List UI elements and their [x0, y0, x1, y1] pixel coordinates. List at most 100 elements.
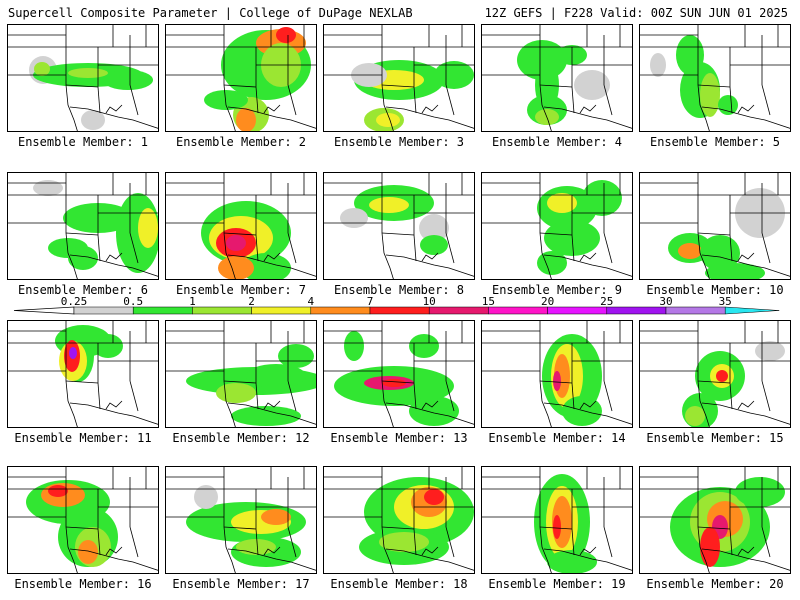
legend-tick-label: 20	[541, 296, 554, 308]
legend-tick-label: 30	[659, 296, 672, 308]
ensemble-member-label: Ensemble Member: 14	[488, 431, 626, 445]
legend-tick-label: 7	[367, 296, 374, 308]
legend-tick-label: 10	[423, 296, 436, 308]
boundary-line	[385, 106, 474, 129]
boundary-line	[421, 104, 439, 114]
boundary-line	[761, 232, 771, 264]
field-contour	[340, 208, 368, 228]
ensemble-member-label: Ensemble Member: 19	[488, 577, 626, 591]
ensemble-map-panel	[481, 172, 633, 280]
state-boundaries	[640, 467, 790, 573]
field-contour	[33, 180, 63, 196]
ensemble-member-label: Ensemble Member: 10	[646, 283, 784, 297]
ensemble-member-label: Ensemble Member: 1	[17, 135, 149, 149]
field-contour	[650, 53, 666, 77]
boundary-line	[697, 380, 731, 384]
field-contour	[705, 263, 765, 279]
ensemble-map	[8, 467, 158, 573]
state-boundaries	[482, 467, 632, 573]
state-boundaries	[324, 25, 474, 131]
field-contour	[716, 370, 728, 382]
boundary-line	[385, 548, 474, 571]
legend-tick-label: 15	[482, 296, 495, 308]
field-contour	[735, 477, 785, 507]
boundary-line	[129, 232, 139, 264]
field-contour	[547, 193, 577, 213]
ensemble-map-panel	[165, 172, 317, 280]
ensemble-map	[324, 321, 474, 427]
boundary-line	[223, 232, 236, 279]
field-contour	[103, 70, 153, 90]
field-contour	[537, 251, 567, 275]
ensemble-member-label: Ensemble Member: 2	[175, 135, 307, 149]
boundary-line	[697, 526, 731, 530]
ensemble-member-label: Ensemble Member: 4	[491, 135, 623, 149]
field-contour	[216, 383, 256, 403]
boundary-line	[579, 400, 597, 410]
legend-tick-label: 0.5	[123, 296, 143, 308]
ensemble-member-label: Ensemble Member: 3	[333, 135, 465, 149]
boundary-line	[69, 548, 158, 571]
ensemble-member-label: Ensemble Member: 15	[646, 431, 784, 445]
ensemble-map-panel	[481, 320, 633, 428]
boundary-line	[539, 380, 573, 384]
boundary-line	[445, 84, 455, 116]
field-contour	[68, 68, 108, 78]
legend-swatch	[488, 306, 548, 315]
legend-left-arrow	[13, 306, 75, 315]
ensemble-map	[482, 25, 632, 131]
field-contour	[261, 509, 291, 525]
boundary-line	[381, 232, 394, 279]
boundary-line	[65, 84, 99, 88]
boundary-line	[413, 382, 417, 410]
legend-right-arrow	[724, 306, 780, 315]
boundary-line	[737, 104, 755, 114]
ensemble-map	[482, 173, 632, 279]
boundary-line	[701, 548, 790, 571]
boundary-line	[227, 254, 316, 277]
boundary-line	[69, 254, 158, 277]
boundary-line	[539, 526, 573, 530]
boundary-line	[263, 104, 281, 114]
field-contour	[700, 73, 720, 117]
legend-swatch	[192, 306, 252, 315]
ensemble-map	[8, 25, 158, 131]
boundary-line	[539, 526, 552, 573]
field-contour	[138, 208, 158, 248]
boundary-line	[729, 234, 733, 262]
legend-tick-label: 25	[600, 296, 613, 308]
boundary-line	[223, 380, 236, 427]
ensemble-map-panel	[481, 24, 633, 132]
field-contour	[382, 379, 406, 387]
field-contour	[685, 406, 705, 426]
state-boundaries	[166, 467, 316, 573]
boundary-line	[697, 84, 710, 131]
boundary-line	[105, 546, 123, 556]
field-contour	[420, 235, 448, 255]
field-contour	[218, 256, 254, 279]
ensemble-member-label: Ensemble Member: 11	[14, 431, 152, 445]
state-boundaries	[8, 173, 158, 279]
state-boundaries	[640, 25, 790, 131]
ensemble-map-panel	[323, 24, 475, 132]
boundary-line	[65, 232, 99, 236]
field-contour	[700, 527, 720, 567]
parameter-field	[359, 477, 474, 565]
boundary-line	[381, 380, 415, 384]
field-contour	[344, 331, 364, 361]
boundary-line	[697, 232, 731, 236]
boundary-line	[255, 86, 259, 114]
field-contour	[755, 341, 785, 361]
boundary-line	[729, 382, 733, 410]
legend-tick-label: 1	[189, 296, 196, 308]
boundary-line	[69, 106, 158, 129]
parameter-field	[534, 474, 597, 573]
boundary-line	[97, 382, 101, 410]
state-boundaries	[324, 467, 474, 573]
boundary-line	[571, 86, 575, 114]
field-contour	[424, 489, 444, 505]
boundary-line	[263, 252, 281, 262]
ensemble-map	[166, 467, 316, 573]
ensemble-map-panel	[639, 24, 791, 132]
field-contour	[78, 540, 98, 564]
